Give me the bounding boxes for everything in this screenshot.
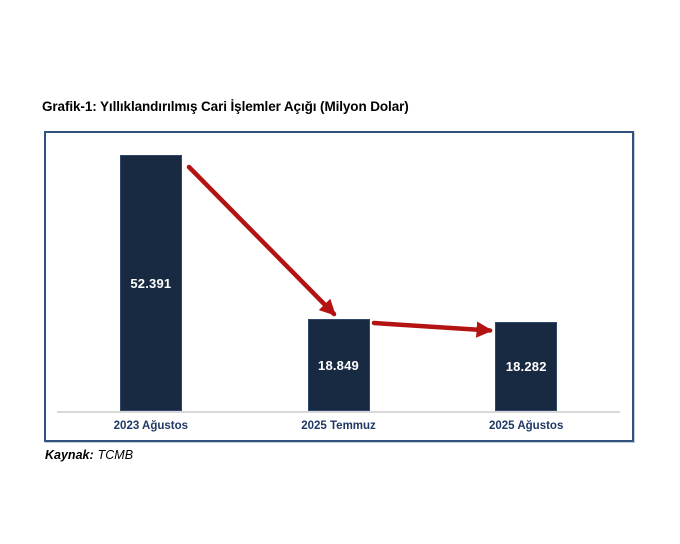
source-value: TCMB [97, 448, 134, 462]
chart-frame: 52.391 18.849 18.282 [44, 131, 634, 442]
x-axis-label: 2025 Temmuz [301, 420, 376, 432]
chart-title: Grafik-1: Yıllıklandırılmış Cari İşlemle… [42, 99, 409, 114]
x-axis-labels-row: 2023 Ağustos 2025 Temmuz 2025 Ağustos [57, 420, 620, 432]
bar-column: 18.282 [432, 133, 620, 411]
bar: 18.849 [307, 319, 370, 411]
plot-area: 52.391 18.849 18.282 [57, 133, 620, 411]
x-axis-line [57, 411, 620, 413]
bar-value-label: 18.849 [318, 357, 359, 373]
x-axis-label: 2023 Ağustos [113, 420, 189, 432]
bar-value-label: 18.282 [505, 359, 547, 374]
bar-column: 52.391 [57, 133, 245, 411]
bar-value-label: 52.391 [130, 275, 172, 291]
bar: 18.282 [495, 322, 558, 411]
bar-column: 18.849 [245, 133, 433, 411]
x-axis-label: 2025 Ağustos [489, 420, 564, 432]
source-note: Kaynak: TCMB [45, 448, 133, 462]
source-label: Kaynak: [45, 448, 94, 462]
bar: 52.391 [119, 155, 182, 411]
